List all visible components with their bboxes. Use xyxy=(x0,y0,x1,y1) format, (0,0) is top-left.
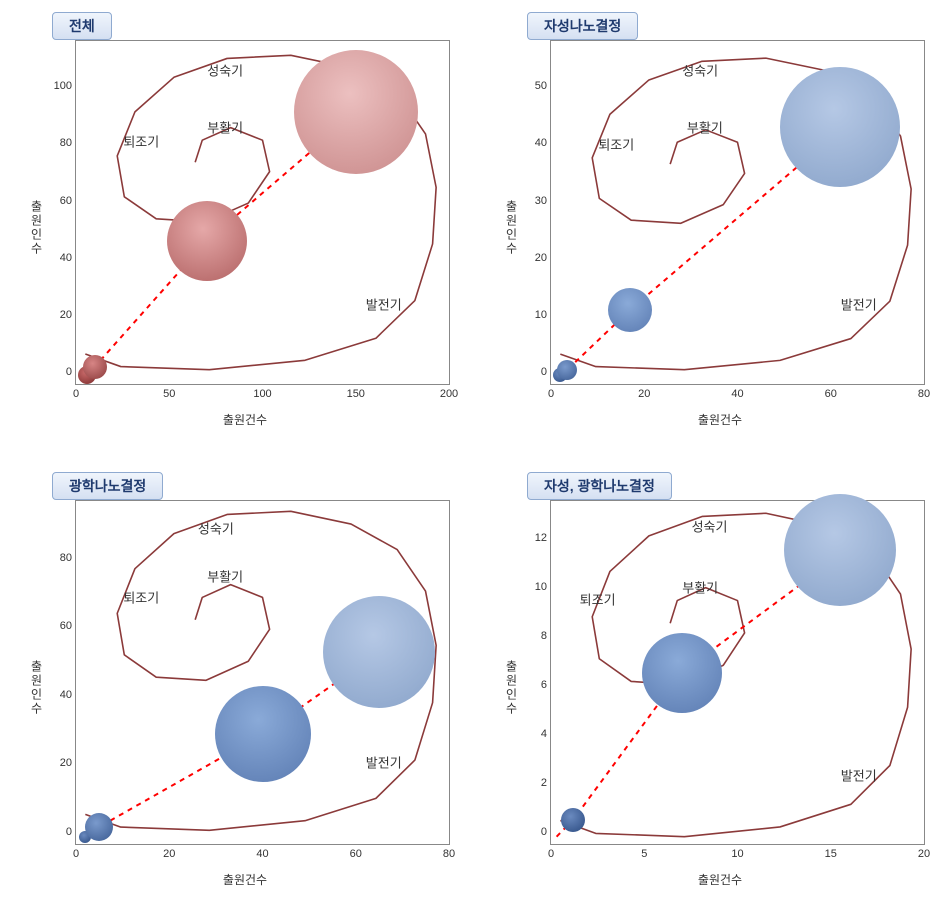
y-tick: 40 xyxy=(60,252,76,264)
x-tick: 100 xyxy=(253,384,271,400)
stage-label: 퇴조기 xyxy=(580,590,616,609)
y-tick: 10 xyxy=(535,309,551,321)
panel-title: 자성, 광학나노결정 xyxy=(527,472,672,500)
panel-title: 광학나노결정 xyxy=(52,472,163,500)
x-axis-label: 출원건수 xyxy=(223,871,267,888)
chart-panel-combined: 자성, 광학나노결정 출원인수 출원건수 0510152002468101214… xyxy=(485,470,940,910)
x-tick: 80 xyxy=(918,384,930,400)
x-tick: 0 xyxy=(548,844,554,860)
x-tick: 5 xyxy=(641,844,647,860)
stage-label: 발전기 xyxy=(366,294,402,313)
y-axis-label: 출원인수 xyxy=(503,200,520,256)
y-tick: 40 xyxy=(60,689,76,701)
y-axis-label: 출원인수 xyxy=(28,660,45,716)
bubble xyxy=(557,360,577,380)
y-tick: 100 xyxy=(54,80,76,92)
y-tick: 0 xyxy=(541,366,551,378)
stage-label: 성숙기 xyxy=(692,516,728,535)
chart-area: 출원인수 출원건수 050100150200020406080100120성숙기… xyxy=(30,26,460,430)
stage-label: 성숙기 xyxy=(207,60,243,79)
y-tick: 4 xyxy=(541,728,551,740)
x-tick: 0 xyxy=(548,384,554,400)
bubble xyxy=(167,201,247,281)
x-tick: 20 xyxy=(163,844,175,860)
stage-label: 발전기 xyxy=(841,766,877,785)
chart-area: 출원인수 출원건수 0510152002468101214성숙기퇴조기부활기발전… xyxy=(505,486,935,890)
chart-panel-optical: 광학나노결정 출원인수 출원건수 020406080020406080100성숙… xyxy=(10,470,465,910)
stage-label: 성숙기 xyxy=(682,60,718,79)
y-tick: 20 xyxy=(60,309,76,321)
x-axis-label: 출원건수 xyxy=(698,871,742,888)
x-tick: 60 xyxy=(350,844,362,860)
x-tick: 150 xyxy=(347,384,365,400)
chart-grid: 전체 출원인수 출원건수 050100150200020406080100120… xyxy=(10,10,940,910)
x-tick: 15 xyxy=(825,844,837,860)
bubble xyxy=(784,494,896,606)
plot-box: 050100150200020406080100120성숙기퇴조기부활기발전기 xyxy=(75,40,450,385)
y-tick: 8 xyxy=(541,630,551,642)
y-tick: 20 xyxy=(535,252,551,264)
y-tick: 6 xyxy=(541,679,551,691)
y-tick: 12 xyxy=(535,532,551,544)
bubble xyxy=(561,808,585,832)
y-tick: 0 xyxy=(541,826,551,838)
stage-label: 부활기 xyxy=(682,577,718,596)
stage-label: 발전기 xyxy=(366,752,402,771)
y-tick: 60 xyxy=(60,620,76,632)
stage-label: 퇴조기 xyxy=(598,134,634,153)
y-tick: 30 xyxy=(535,195,551,207)
chart-panel-magnetic: 자성나노결정 출원인수 출원건수 0204060800102030405060성… xyxy=(485,10,940,450)
x-tick: 200 xyxy=(440,384,458,400)
stage-label: 성숙기 xyxy=(198,519,234,538)
stage-label: 부활기 xyxy=(207,567,243,586)
panel-title: 자성나노결정 xyxy=(527,12,638,40)
x-tick: 60 xyxy=(825,384,837,400)
y-axis-label: 출원인수 xyxy=(28,200,45,256)
y-tick: 60 xyxy=(60,195,76,207)
y-tick: 80 xyxy=(60,137,76,149)
x-tick: 0 xyxy=(73,384,79,400)
x-axis-label: 출원건수 xyxy=(223,411,267,428)
bubble xyxy=(642,633,722,713)
plot-box: 0510152002468101214성숙기퇴조기부활기발전기 xyxy=(550,500,925,845)
y-tick: 2 xyxy=(541,777,551,789)
x-axis-label: 출원건수 xyxy=(698,411,742,428)
x-tick: 20 xyxy=(638,384,650,400)
stage-label: 퇴조기 xyxy=(123,588,159,607)
x-tick: 40 xyxy=(731,384,743,400)
y-tick: 40 xyxy=(535,137,551,149)
x-tick: 0 xyxy=(73,844,79,860)
stage-label: 퇴조기 xyxy=(123,132,159,151)
stage-label: 부활기 xyxy=(207,117,243,136)
x-tick: 20 xyxy=(918,844,930,860)
stage-label: 부활기 xyxy=(687,117,723,136)
bubble xyxy=(323,596,435,708)
plot-box: 020406080020406080100성숙기퇴조기부활기발전기 xyxy=(75,500,450,845)
bubble xyxy=(83,355,107,379)
x-tick: 50 xyxy=(163,384,175,400)
stage-label: 발전기 xyxy=(841,294,877,313)
chart-area: 출원인수 출원건수 0204060800102030405060성숙기퇴조기부활… xyxy=(505,26,935,430)
x-tick: 40 xyxy=(256,844,268,860)
bubble xyxy=(85,813,113,841)
plot-box: 0204060800102030405060성숙기퇴조기부활기발전기 xyxy=(550,40,925,385)
x-tick: 80 xyxy=(443,844,455,860)
y-axis-label: 출원인수 xyxy=(503,660,520,716)
bubble xyxy=(608,288,652,332)
y-tick: 10 xyxy=(535,581,551,593)
y-tick: 80 xyxy=(60,552,76,564)
chart-panel-total: 전체 출원인수 출원건수 050100150200020406080100120… xyxy=(10,10,465,450)
panel-title: 전체 xyxy=(52,12,112,40)
y-tick: 0 xyxy=(66,826,76,838)
x-tick: 10 xyxy=(731,844,743,860)
y-tick: 50 xyxy=(535,80,551,92)
bubble xyxy=(780,67,900,187)
bubble xyxy=(294,50,418,174)
y-tick: 20 xyxy=(60,757,76,769)
bubble xyxy=(215,686,311,782)
chart-area: 출원인수 출원건수 020406080020406080100성숙기퇴조기부활기… xyxy=(30,486,460,890)
y-tick: 0 xyxy=(66,366,76,378)
